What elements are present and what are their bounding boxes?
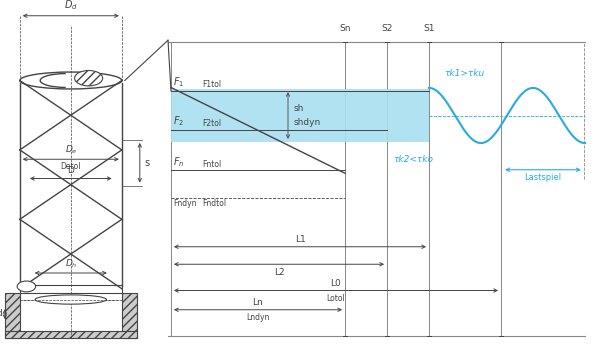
Text: Lastspiel: Lastspiel xyxy=(524,173,562,182)
Text: $D_d$: $D_d$ xyxy=(64,0,78,12)
Text: d: d xyxy=(0,309,2,318)
Text: Lndyn: Lndyn xyxy=(247,313,269,322)
Polygon shape xyxy=(122,293,137,338)
Text: Fndyn: Fndyn xyxy=(173,199,197,208)
Text: Ln: Ln xyxy=(253,298,263,307)
Text: Lotol: Lotol xyxy=(326,294,346,303)
Text: Fndtol: Fndtol xyxy=(202,199,226,208)
Polygon shape xyxy=(5,331,137,338)
Text: F2tol: F2tol xyxy=(202,119,221,128)
Text: Fntol: Fntol xyxy=(202,160,221,169)
Polygon shape xyxy=(171,89,429,142)
Text: D: D xyxy=(67,166,74,175)
Text: F1tol: F1tol xyxy=(202,80,221,89)
Text: L2: L2 xyxy=(274,268,284,278)
Text: L0: L0 xyxy=(331,279,341,288)
Text: sh: sh xyxy=(294,104,304,113)
Text: $D_e$: $D_e$ xyxy=(65,143,77,156)
Ellipse shape xyxy=(35,295,107,304)
Ellipse shape xyxy=(74,70,103,86)
Text: S1: S1 xyxy=(423,24,435,33)
Text: Sn: Sn xyxy=(339,24,351,33)
Text: L1: L1 xyxy=(295,235,305,244)
Text: $F_1$: $F_1$ xyxy=(173,76,185,89)
Text: S2: S2 xyxy=(382,24,392,33)
Text: $D_h$: $D_h$ xyxy=(65,257,77,270)
Text: Detol: Detol xyxy=(61,162,81,171)
Text: s: s xyxy=(145,158,150,168)
Text: $F_2$: $F_2$ xyxy=(173,115,185,128)
Text: $F_n$: $F_n$ xyxy=(173,155,185,169)
Text: τk1>τku: τk1>τku xyxy=(444,69,484,78)
Text: τk2<τko: τk2<τko xyxy=(393,155,433,164)
Text: shdyn: shdyn xyxy=(294,118,321,127)
Circle shape xyxy=(17,281,35,292)
Polygon shape xyxy=(5,293,20,338)
